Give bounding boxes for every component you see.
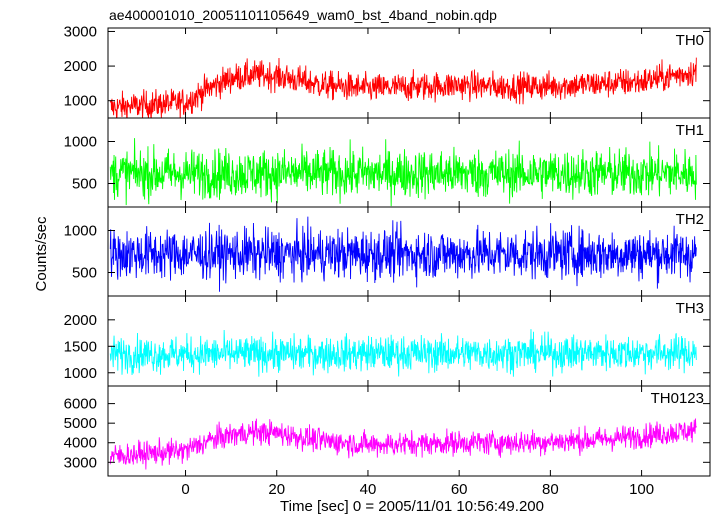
y-tick-label: 4000 (64, 435, 97, 452)
series-th3-line (109, 329, 697, 377)
x-tick-label: 0 (181, 481, 189, 498)
y-axis-label: Counts/sec (33, 216, 50, 292)
y-tick-label: 1000 (64, 365, 97, 382)
y-tick-label: 1000 (64, 134, 97, 151)
y-tick-label: 6000 (64, 396, 97, 413)
y-tick-label: 3000 (64, 454, 97, 471)
y-tick-label: 500 (72, 175, 97, 192)
panel-frame (107, 295, 711, 387)
series-th2-line (109, 216, 697, 292)
x-tick-label: 100 (629, 481, 654, 498)
panel-frame (107, 27, 711, 119)
panel-th0: 1000 2000 3000 TH0 (64, 23, 711, 119)
band-label-th0123: TH0123 (651, 390, 704, 407)
chart-title: ae400001010_20051101105649_wam0_bst_4ban… (109, 7, 497, 23)
panel-th2: 500 1000 TH2 (64, 206, 711, 297)
y-tick-label: 1000 (64, 223, 97, 240)
y-tick-label: 5000 (64, 415, 97, 432)
panel-th0123: 3000 4000 5000 6000 TH0123 (64, 385, 711, 477)
panels-group: 100020003000TH05001000TH15001000TH210001… (64, 23, 711, 477)
series-th1-line (109, 138, 697, 207)
y-tick-label: 1000 (64, 93, 97, 110)
series-th0-line (109, 57, 697, 118)
y-tick-label: 500 (72, 264, 97, 281)
y-tick-label: 2000 (64, 58, 97, 75)
x-tick-label: 60 (451, 481, 468, 498)
panel-th3: 1000 1500 2000 TH3 (64, 295, 711, 387)
band-label-th0: TH0 (676, 32, 704, 49)
x-tick-label: 40 (360, 481, 377, 498)
x-axis-label: Time [sec] 0 = 2005/11/01 10:56:49.200 (280, 498, 544, 515)
band-label-th1: TH1 (676, 122, 704, 139)
panel-th1: 500 1000 TH1 (64, 117, 711, 208)
band-label-th3: TH3 (676, 300, 704, 317)
x-tick-label: 80 (542, 481, 559, 498)
y-tick-label: 2000 (64, 312, 97, 329)
x-axis: 0 20 40 60 80 100 (181, 481, 654, 498)
x-tick-label: 20 (268, 481, 285, 498)
y-tick-label: 3000 (64, 23, 97, 40)
panel-frame (107, 385, 711, 477)
series-th0123-line (109, 418, 697, 470)
band-label-th2: TH2 (676, 211, 704, 228)
y-tick-label: 1500 (64, 338, 97, 355)
